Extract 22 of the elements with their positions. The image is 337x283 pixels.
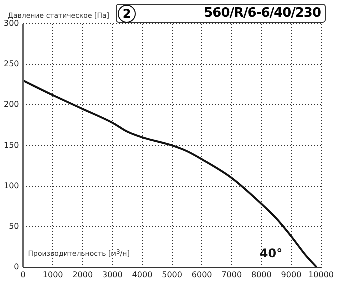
- x-tick-label: 2000: [72, 270, 94, 280]
- x-tick-label: 8000: [251, 270, 272, 280]
- x-tick-label: 9000: [281, 270, 302, 280]
- x-tick-label: 1000: [42, 270, 64, 280]
- x-tick-label: 5000: [162, 270, 182, 280]
- chart-title: 560/R/6-6/40/230: [204, 6, 321, 21]
- x-tick-label: 7000: [222, 270, 242, 280]
- y-tick-label: 200: [4, 100, 20, 110]
- text: 2: [118, 4, 136, 22]
- x-tick-label: 3000: [102, 270, 123, 280]
- x-tick-label: 4000: [132, 270, 153, 280]
- annotation: 40°: [260, 246, 283, 261]
- x-tick-label: 0: [20, 270, 26, 280]
- y-tick-label: 0: [14, 262, 20, 272]
- line-series: [23, 80, 318, 268]
- y-tick-label: 50: [9, 222, 20, 231]
- y-tick-label: 150: [4, 140, 20, 150]
- x-tick-label: 10000: [308, 270, 334, 280]
- y-tick-label: 100: [4, 181, 20, 190]
- y-tick-label: 250: [4, 60, 20, 69]
- x-tick-label: 6000: [192, 270, 212, 280]
- y-tick-label: 300: [4, 19, 20, 28]
